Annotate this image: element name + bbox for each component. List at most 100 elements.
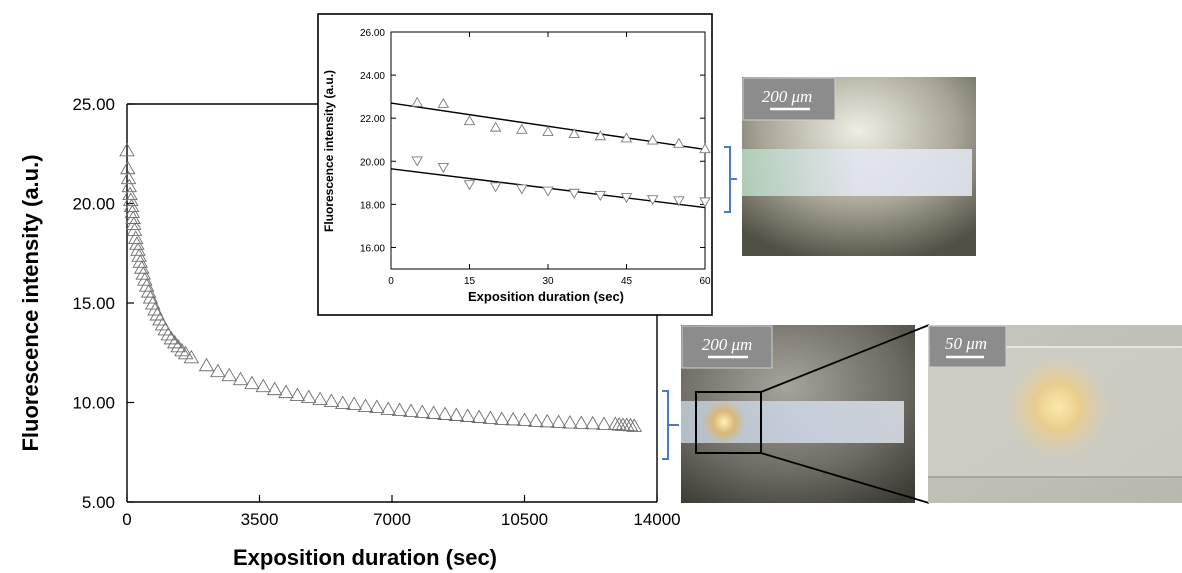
main-data-point	[459, 408, 476, 422]
main-data-point	[129, 236, 145, 250]
main-data-point	[391, 402, 408, 416]
main-data-point	[437, 406, 453, 420]
main-y-ticks: 5.00 10.00 15.00 20.00 25.00	[72, 95, 134, 512]
main-data-point	[425, 405, 442, 419]
main-data-point	[244, 375, 260, 390]
main-y-axis-label: Fluorescence intensity (a.u.)	[18, 154, 43, 451]
inset-data-point-up	[489, 121, 502, 132]
inset-y-tick-label: 24.00	[360, 71, 385, 82]
main-data-point	[312, 391, 328, 406]
main-y-tick-label: 5.00	[82, 493, 115, 512]
main-chart: 5.00 10.00 15.00 20.00 25.00 0 3500 7000 10500 1…	[18, 95, 681, 570]
main-data-point	[573, 415, 590, 429]
inset-y-tick-label: 20.00	[360, 157, 385, 168]
main-data-point	[369, 399, 385, 413]
main-data-point	[137, 272, 153, 286]
main-data-point	[266, 381, 283, 396]
main-data-point	[166, 334, 183, 349]
main-data-point	[125, 210, 141, 224]
main-data-point	[160, 326, 177, 341]
main-data-point	[539, 413, 555, 428]
inset-data-point-down	[646, 195, 659, 206]
main-data-point	[221, 367, 237, 382]
inset-y-tick-label: 18.00	[360, 200, 385, 211]
main-y-tick-label: 15.00	[72, 294, 115, 313]
main-data-point	[346, 396, 362, 411]
inset-y-tick-label: 16.00	[360, 243, 385, 254]
main-x-axis-label: Exposition duration (sec)	[233, 545, 497, 570]
main-data-point	[198, 357, 215, 372]
micrograph-zoom: 50 μm	[928, 325, 1182, 503]
inset-data-point-down	[411, 156, 423, 167]
main-data-point	[119, 142, 135, 157]
bracket-top	[724, 146, 737, 213]
main-data-point	[126, 216, 142, 230]
main-y-tick-label: 25.00	[72, 95, 115, 114]
inset-data-point-up	[516, 123, 528, 134]
inset-chart: 16.00 18.00 20.00 22.00 24.00 26.00 0 15 30 45 60…	[317, 13, 713, 316]
main-series	[119, 142, 643, 432]
zoom-connector-bottom	[760, 452, 930, 504]
micrograph-top: 200 μm	[742, 77, 976, 256]
inset-x-tick-label: 60	[699, 276, 711, 287]
inset-x-tick-label: 45	[621, 276, 633, 287]
main-data-point	[142, 290, 159, 304]
inset-data-point-down	[542, 186, 554, 197]
micrograph-top-channel	[742, 149, 972, 196]
inset-data-point-down	[620, 193, 633, 204]
main-data-point	[135, 266, 152, 280]
main-data-point	[516, 412, 533, 426]
main-data-point	[133, 260, 150, 274]
main-data-point	[528, 413, 544, 427]
inset-data-point-up	[673, 137, 685, 148]
main-data-point	[505, 411, 521, 426]
main-data-point	[562, 415, 578, 429]
inset-data-point-up	[542, 125, 554, 136]
inset-data-point-down	[489, 182, 502, 193]
main-data-point	[138, 278, 155, 292]
main-data-point	[177, 345, 194, 360]
main-data-point	[123, 198, 140, 213]
main-x-ticks: 0 3500 7000 10500 14000	[122, 495, 681, 529]
inset-data-point-down	[463, 180, 476, 191]
main-data-point	[626, 418, 643, 432]
main-data-point	[584, 415, 601, 430]
inset-x-ticks: 0 15 30 45 60	[388, 32, 711, 287]
main-data-point	[494, 411, 510, 425]
inset-y-axis-label: Fluorescence intensity (a.u.)	[322, 70, 336, 232]
inset-data-point-up	[437, 97, 450, 108]
zoom-region-box	[695, 391, 762, 454]
main-x-tick-label: 10500	[501, 510, 548, 529]
main-data-point	[596, 416, 612, 430]
main-data-point	[131, 248, 147, 262]
main-x-tick-label: 3500	[241, 510, 279, 529]
inset-data-point-up	[646, 134, 659, 145]
zoom-connector-top	[760, 324, 930, 393]
main-data-point	[232, 371, 249, 386]
inset-y-ticks: 16.00 18.00 20.00 22.00 24.00 26.00	[360, 28, 705, 254]
main-data-point	[130, 242, 146, 256]
main-data-point	[119, 160, 136, 175]
main-data-point	[183, 349, 200, 364]
inset-x-tick-label: 30	[542, 276, 554, 287]
inset-data-point-up	[411, 96, 423, 107]
main-data-point	[163, 330, 180, 345]
main-data-point	[122, 186, 138, 201]
main-data-point	[123, 192, 139, 207]
main-data-point	[448, 407, 465, 421]
micrograph-top-scale-box	[742, 77, 836, 121]
main-data-point	[289, 387, 306, 402]
main-data-point	[414, 404, 431, 418]
micrograph-zoom-scale-box	[928, 325, 1007, 368]
micrograph-top-scale-label: 200 μm	[762, 87, 813, 106]
main-data-point	[278, 384, 294, 399]
main-data-point	[210, 363, 226, 378]
main-data-point	[357, 398, 374, 412]
main-data-point	[132, 254, 149, 268]
micrograph-zoom-scale-label: 50 μm	[945, 334, 987, 353]
main-data-point	[300, 389, 317, 404]
inset-data-point-up	[620, 132, 633, 143]
inset-x-tick-label: 15	[464, 276, 476, 287]
main-data-point	[174, 342, 190, 357]
